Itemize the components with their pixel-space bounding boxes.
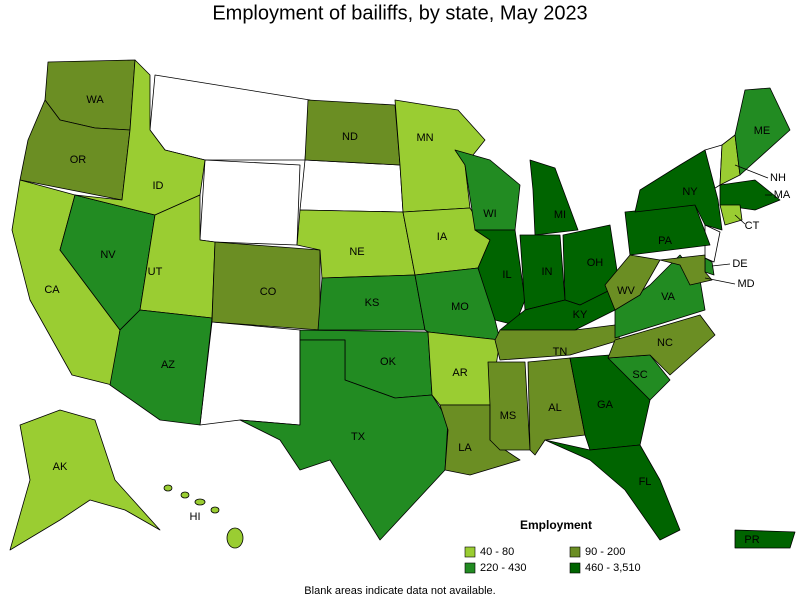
state-label: ID bbox=[153, 180, 164, 192]
state-label: PR bbox=[744, 534, 759, 546]
state-shape bbox=[163, 484, 173, 492]
state-label: CT bbox=[745, 220, 760, 232]
state-label: TN bbox=[553, 346, 568, 358]
legend-label: 40 - 80 bbox=[480, 546, 514, 558]
leader-line bbox=[711, 263, 731, 267]
legend-swatch bbox=[569, 546, 581, 558]
state-label: OH bbox=[587, 257, 604, 269]
map-title: Employment of bailiffs, by state, May 20… bbox=[212, 2, 587, 24]
states bbox=[9, 59, 796, 551]
state-label: WV bbox=[617, 285, 635, 297]
state-shape bbox=[734, 529, 796, 549]
state-shape bbox=[180, 491, 190, 499]
state-label: KY bbox=[573, 309, 588, 321]
state-shape bbox=[624, 204, 711, 256]
state-shape bbox=[394, 99, 486, 213]
state-label: NH bbox=[770, 172, 786, 184]
state-label: NV bbox=[100, 249, 116, 261]
state-label: AZ bbox=[161, 359, 175, 371]
state-label: AR bbox=[452, 367, 467, 379]
state-label: NC bbox=[657, 337, 673, 349]
legend-title: Employment bbox=[520, 518, 592, 532]
state-shape bbox=[210, 506, 220, 514]
legend-label: 460 - 3,510 bbox=[585, 562, 641, 574]
state-label: MS bbox=[500, 410, 517, 422]
state-shape bbox=[634, 149, 723, 231]
state-label: MA bbox=[774, 189, 791, 201]
state-shape bbox=[149, 74, 311, 161]
legend-swatch bbox=[464, 562, 476, 574]
legend-label: 220 - 430 bbox=[480, 562, 526, 574]
state-shape bbox=[604, 254, 661, 311]
legend-label: 90 - 200 bbox=[585, 546, 625, 558]
state-shape bbox=[194, 498, 206, 506]
legend-swatch bbox=[464, 546, 476, 558]
leader-line bbox=[734, 214, 746, 225]
state-shape bbox=[734, 87, 791, 176]
state-label: OK bbox=[380, 356, 397, 368]
state-label: MN bbox=[416, 132, 433, 144]
state-label: SC bbox=[632, 369, 647, 381]
state-labels: WA OR CA NV ID UT AZ CO ND NE KS OK TX MN IA MO AR LA WI IL… bbox=[44, 94, 791, 546]
state-label: IL bbox=[502, 269, 511, 281]
state-label: WI bbox=[483, 208, 496, 220]
state-shape bbox=[499, 289, 616, 331]
state-shape bbox=[226, 527, 244, 549]
state-shape bbox=[474, 229, 526, 326]
state-label: CO bbox=[260, 286, 277, 298]
state-label: HI bbox=[190, 511, 201, 523]
state-label: GA bbox=[597, 399, 614, 411]
state-label: CA bbox=[44, 284, 60, 296]
state-label: PA bbox=[658, 235, 673, 247]
state-label: OR bbox=[70, 154, 87, 166]
state-label: MI bbox=[554, 209, 566, 221]
state-shape bbox=[607, 314, 716, 376]
state-shape bbox=[9, 409, 161, 551]
state-label: MO bbox=[451, 301, 469, 313]
state-label: ND bbox=[342, 131, 358, 143]
state-shape bbox=[529, 159, 579, 236]
state-label: AK bbox=[53, 461, 68, 473]
footnote: Blank areas indicate data not available. bbox=[304, 585, 495, 597]
state-shape bbox=[199, 321, 301, 426]
state-label: UT bbox=[148, 266, 163, 278]
state-label: ME bbox=[754, 125, 771, 137]
state-shape bbox=[299, 159, 404, 213]
state-label: IA bbox=[437, 231, 448, 243]
state-label: DE bbox=[732, 258, 747, 270]
state-label: TX bbox=[351, 431, 366, 443]
state-label: AL bbox=[548, 402, 561, 414]
state-label: LA bbox=[458, 442, 472, 454]
state-label: NE bbox=[349, 246, 364, 258]
state-label: NY bbox=[682, 186, 698, 198]
state-label: WA bbox=[86, 94, 104, 106]
state-label: KS bbox=[365, 297, 380, 309]
state-shape bbox=[719, 204, 743, 226]
state-shape bbox=[704, 224, 721, 263]
state-shape bbox=[659, 254, 713, 286]
state-shape bbox=[239, 339, 449, 541]
state-label: IN bbox=[542, 266, 553, 278]
leader-line bbox=[734, 164, 769, 179]
legend-swatch bbox=[569, 562, 581, 574]
state-label: MD bbox=[737, 278, 754, 290]
state-shape bbox=[544, 439, 681, 541]
state-label: VA bbox=[661, 291, 676, 303]
state-shape bbox=[487, 361, 531, 451]
state-label: FL bbox=[639, 476, 652, 488]
blank-states bbox=[149, 74, 723, 426]
state-shape bbox=[199, 159, 301, 246]
leader-line bbox=[704, 277, 736, 285]
state-shape bbox=[719, 179, 781, 211]
